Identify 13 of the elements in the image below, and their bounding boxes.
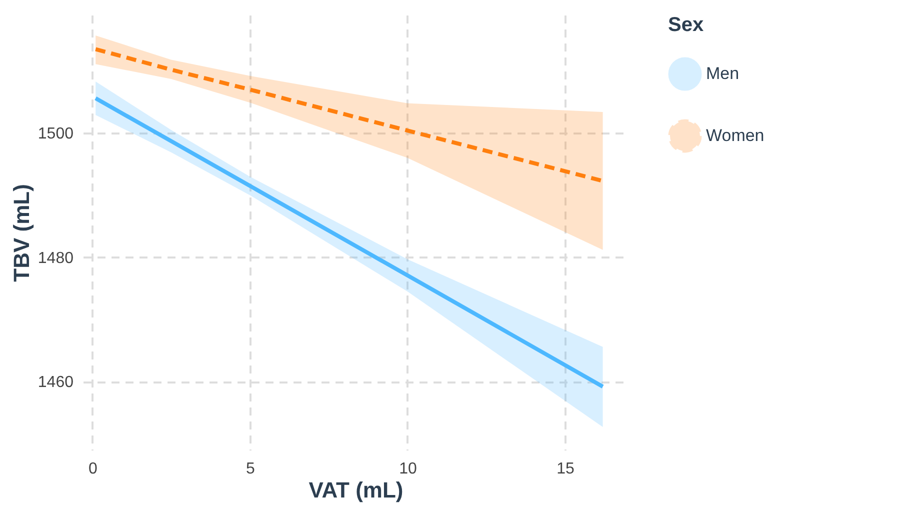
legend-label: Women bbox=[706, 126, 764, 145]
legend-label: Men bbox=[706, 64, 740, 83]
x-tick-label: 15 bbox=[556, 460, 574, 478]
x-tick-label: 0 bbox=[88, 460, 98, 478]
y-tick-label: 1500 bbox=[38, 126, 74, 143]
y-axis-title: TBV (mL) bbox=[8, 184, 34, 282]
x-tick-label: 10 bbox=[399, 460, 417, 478]
y-tick-label: 1480 bbox=[38, 250, 74, 267]
legend-title: Sex bbox=[668, 14, 704, 36]
x-axis-title: VAT (mL) bbox=[308, 478, 404, 502]
y-tick-label: 1460 bbox=[38, 374, 74, 392]
line-series bbox=[94, 96, 605, 389]
x-tick-label: 5 bbox=[246, 460, 256, 478]
